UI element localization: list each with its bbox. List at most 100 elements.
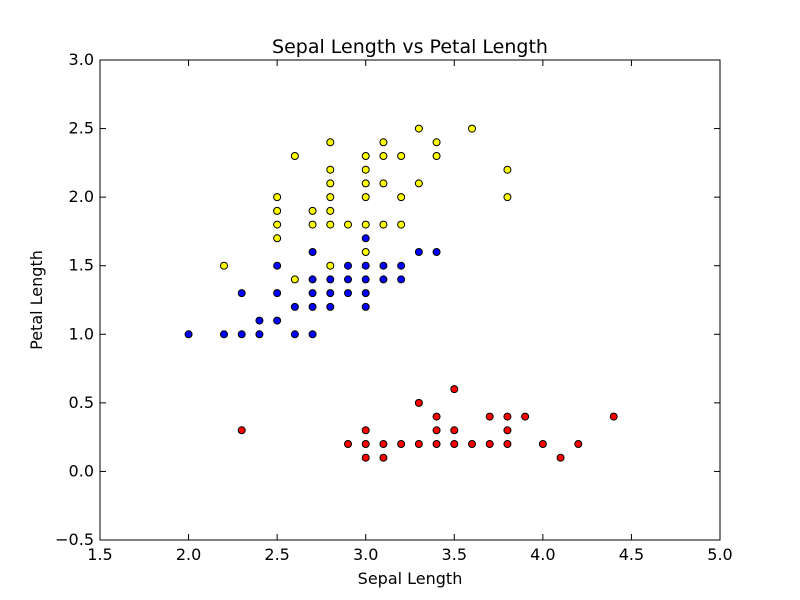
data-point-series-3 bbox=[414, 179, 423, 188]
data-point-series-2 bbox=[273, 316, 282, 325]
y-tick-label: 3.0 bbox=[69, 50, 94, 69]
data-point-series-1 bbox=[503, 412, 512, 421]
data-point-series-3 bbox=[326, 206, 335, 215]
data-point-series-2 bbox=[361, 234, 370, 243]
data-point-series-3 bbox=[220, 261, 228, 270]
data-point-series-3 bbox=[397, 193, 406, 202]
data-point-series-1 bbox=[450, 426, 459, 435]
data-point-series-1 bbox=[503, 440, 512, 448]
data-point-series-3 bbox=[379, 179, 388, 188]
data-point-series-3 bbox=[326, 138, 335, 147]
data-point-series-2 bbox=[361, 302, 370, 311]
data-point-series-2 bbox=[237, 330, 246, 339]
plot-frame bbox=[99, 59, 721, 541]
data-point-series-3 bbox=[361, 220, 370, 229]
y-tick-label: −0.5 bbox=[55, 530, 94, 549]
data-point-series-2 bbox=[308, 275, 317, 284]
x-tick-label: 2.5 bbox=[264, 545, 289, 564]
data-point-series-2 bbox=[273, 261, 282, 270]
data-point-series-3 bbox=[344, 220, 352, 229]
data-point-series-1 bbox=[397, 440, 406, 448]
data-point-series-3 bbox=[361, 152, 370, 160]
data-point-series-2 bbox=[184, 330, 193, 339]
data-point-series-1 bbox=[361, 453, 370, 462]
data-point-series-1 bbox=[609, 412, 618, 421]
x-tick-label: 4.0 bbox=[530, 545, 555, 564]
data-point-series-3 bbox=[468, 124, 476, 133]
data-point-series-1 bbox=[521, 412, 530, 421]
data-point-series-2 bbox=[237, 289, 246, 298]
data-point-series-2 bbox=[361, 261, 370, 270]
data-point-series-3 bbox=[361, 193, 370, 202]
data-point-series-2 bbox=[379, 275, 388, 284]
data-point-series-3 bbox=[326, 220, 335, 229]
data-point-series-2 bbox=[414, 248, 423, 256]
data-point-series-2 bbox=[326, 302, 335, 311]
data-point-series-1 bbox=[503, 426, 512, 435]
data-point-series-1 bbox=[379, 440, 388, 448]
data-point-series-2 bbox=[290, 302, 299, 311]
data-point-series-2 bbox=[255, 316, 264, 325]
data-point-series-2 bbox=[344, 275, 352, 284]
data-point-series-3 bbox=[361, 165, 370, 174]
data-point-series-3 bbox=[503, 193, 512, 202]
data-point-series-3 bbox=[379, 152, 388, 160]
data-point-series-3 bbox=[379, 138, 388, 147]
x-tick-label: 3.0 bbox=[353, 545, 378, 564]
data-point-series-1 bbox=[538, 440, 547, 448]
data-point-series-2 bbox=[326, 275, 335, 284]
data-point-series-3 bbox=[326, 261, 335, 270]
data-point-series-2 bbox=[308, 248, 317, 256]
data-point-series-1 bbox=[485, 440, 494, 448]
data-point-series-1 bbox=[468, 440, 476, 448]
data-point-series-2 bbox=[290, 330, 299, 339]
y-tick-label: 1.0 bbox=[69, 324, 94, 343]
scatter-points bbox=[184, 124, 618, 462]
data-point-series-1 bbox=[414, 398, 423, 407]
data-point-series-3 bbox=[361, 179, 370, 188]
data-point-series-3 bbox=[397, 220, 406, 229]
data-point-series-2 bbox=[344, 289, 352, 298]
y-axis: −0.5 0.0 0.5 1.0 1.5 2.0 2.5 3.0 bbox=[55, 50, 720, 549]
data-point-series-3 bbox=[308, 220, 317, 229]
y-tick-label: 2.0 bbox=[69, 187, 94, 206]
data-point-series-2 bbox=[397, 261, 406, 270]
data-point-series-1 bbox=[574, 440, 583, 448]
x-tick-label: 2.0 bbox=[176, 545, 201, 564]
data-point-series-1 bbox=[414, 440, 423, 448]
data-point-series-3 bbox=[432, 138, 441, 147]
y-axis-label: Petal Length bbox=[27, 250, 46, 350]
x-axis: 1.5 2.0 2.5 3.0 3.5 4.0 4.5 5.0 bbox=[87, 60, 733, 564]
data-point-series-2 bbox=[308, 330, 317, 339]
data-point-series-1 bbox=[432, 426, 441, 435]
data-point-series-1 bbox=[450, 440, 459, 448]
data-point-series-3 bbox=[379, 220, 388, 229]
y-tick-label: 2.5 bbox=[69, 119, 94, 138]
x-tick-label: 1.5 bbox=[87, 545, 112, 564]
data-point-series-3 bbox=[273, 220, 282, 229]
data-point-series-3 bbox=[361, 248, 370, 256]
data-point-series-1 bbox=[556, 453, 565, 462]
data-point-series-3 bbox=[326, 165, 335, 174]
data-point-series-3 bbox=[308, 206, 317, 215]
data-point-series-3 bbox=[273, 206, 282, 215]
data-point-series-3 bbox=[326, 179, 335, 188]
data-point-series-1 bbox=[432, 440, 441, 448]
x-axis-label: Sepal Length bbox=[358, 569, 463, 588]
data-point-series-1 bbox=[379, 453, 388, 462]
x-tick-label: 3.5 bbox=[442, 545, 467, 564]
data-point-series-2 bbox=[255, 330, 264, 339]
data-point-series-1 bbox=[344, 440, 352, 448]
data-point-series-1 bbox=[485, 412, 494, 421]
data-point-series-1 bbox=[450, 385, 459, 394]
data-point-series-1 bbox=[361, 426, 370, 435]
data-point-series-2 bbox=[397, 275, 406, 284]
data-point-series-2 bbox=[308, 289, 317, 298]
data-point-series-3 bbox=[397, 152, 406, 160]
data-point-series-2 bbox=[432, 248, 441, 256]
data-point-series-3 bbox=[290, 152, 299, 160]
data-point-series-2 bbox=[326, 289, 335, 298]
data-point-series-1 bbox=[432, 412, 441, 421]
